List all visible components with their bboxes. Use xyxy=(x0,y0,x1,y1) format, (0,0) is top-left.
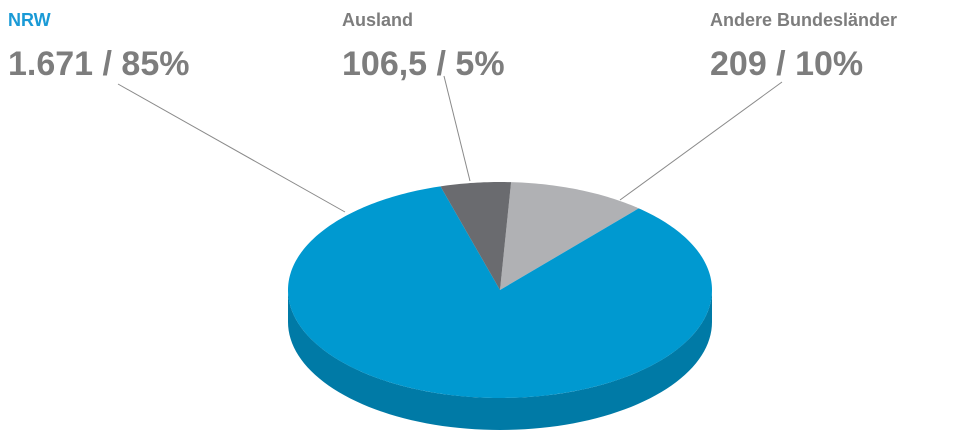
slice xyxy=(440,182,512,290)
slice-value-label: 106,5 / 5% xyxy=(342,45,505,83)
slice-name: NRW xyxy=(8,10,51,30)
slice xyxy=(500,182,639,290)
slice-name: Andere Bundesländer xyxy=(710,10,897,30)
slice-name: Ausland xyxy=(342,10,413,30)
slice-side xyxy=(288,290,712,430)
slice-value-label: 1.671 / 85% xyxy=(8,45,189,83)
leader-line xyxy=(619,81,783,201)
slice-value-label: 209 / 10% xyxy=(710,45,863,83)
leader-line xyxy=(443,75,471,182)
slice xyxy=(288,186,712,398)
leader-line xyxy=(117,83,346,213)
